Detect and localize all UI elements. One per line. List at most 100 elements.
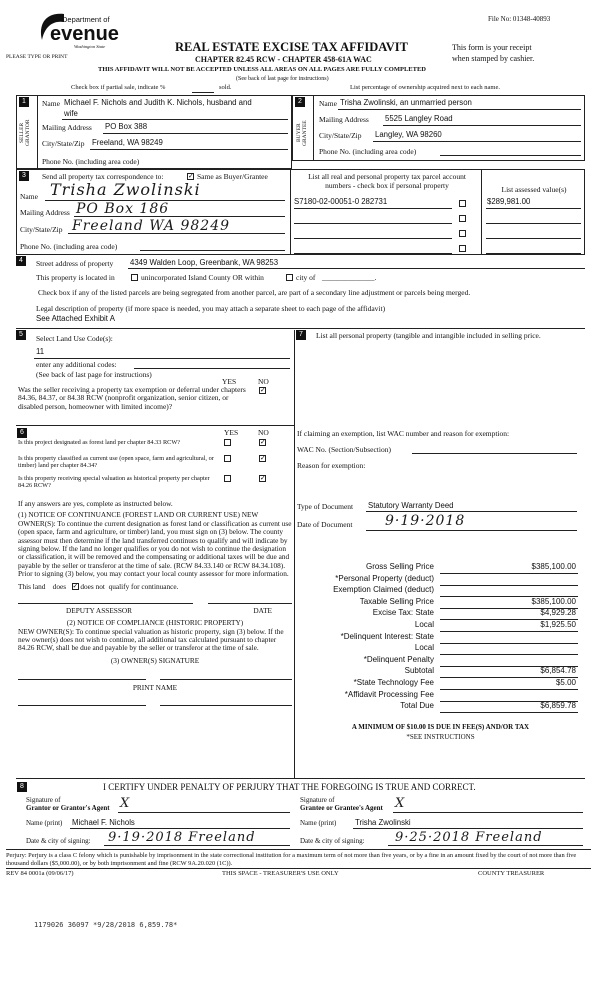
seller-mailing-field[interactable]: PO Box 388	[105, 122, 148, 131]
does-option: does	[52, 581, 67, 591]
parcel-column	[290, 169, 482, 255]
logo-dept: Department of	[62, 15, 110, 24]
minimum-note: A MINIMUM OF $10.00 IS DUE IN FEE(S) AND…	[351, 723, 530, 731]
additional-codes-field[interactable]	[134, 368, 290, 369]
assessor-sign-row	[18, 602, 292, 604]
label: City/State/Zip	[319, 131, 362, 140]
total-label: Total Due	[400, 701, 434, 711]
document-type-field[interactable]: Statutory Warranty Deed	[368, 501, 454, 510]
section-number: 3	[19, 171, 29, 181]
property-street-field[interactable]: 4349 Walden Loop, Greenbank, WA 98253	[130, 258, 279, 267]
city-field[interactable]: ______________.	[322, 273, 377, 282]
no-checkbox[interactable]: ✓	[259, 454, 266, 462]
total-value-field[interactable]: $1,925.50	[540, 620, 576, 629]
same-as-buyer-checkbox[interactable]: ✓	[187, 172, 194, 180]
underline	[366, 530, 577, 531]
seller-name-field[interactable]: Michael F. Nichols and Judith K. Nichols…	[64, 98, 252, 107]
personal-property-checkbox[interactable]	[459, 215, 466, 222]
underline	[383, 125, 581, 126]
deputy-assessor-signature[interactable]	[18, 602, 193, 604]
underline	[294, 208, 452, 209]
logo-state: Washington State	[74, 44, 106, 49]
total-label: Excise Tax: State	[372, 608, 434, 618]
assessed-header: List assessed value(s)	[501, 185, 567, 194]
assessed-value-field[interactable]: $289,981.00	[487, 197, 531, 206]
receipt-note-1: This form is your receipt	[452, 43, 532, 52]
grantor-print-name[interactable]: Michael F. Nichols	[72, 818, 135, 827]
correspondence-city-field[interactable]: Freeland WA 98249	[72, 218, 231, 234]
seller-section	[16, 95, 292, 169]
label: Date & city of signing:	[300, 837, 365, 845]
owner-signature-1[interactable]	[18, 679, 146, 681]
grantor-signature[interactable]: X	[120, 796, 131, 811]
underline	[45, 200, 285, 201]
yes-checkbox[interactable]	[224, 455, 231, 462]
legal-description-field[interactable]: See Attached Exhibit A	[36, 314, 115, 323]
correspondence-phone-field[interactable]	[140, 250, 285, 251]
divider	[16, 328, 585, 329]
grantee-signature[interactable]: X	[395, 796, 406, 811]
receipt-note-2: when stamped by cashier.	[452, 54, 535, 63]
city-checkbox[interactable]	[286, 274, 293, 281]
print-name-2[interactable]	[160, 704, 292, 706]
buyer-city-field[interactable]: Langley, WA 98260	[375, 130, 442, 139]
correspondence-mailing-field[interactable]: PO Box 186	[76, 201, 170, 217]
owner-signature-2[interactable]	[160, 679, 292, 681]
buyer-name-field[interactable]: Trisha Zwolinski, an unmarried person	[340, 98, 472, 107]
grantee-print-name[interactable]: Trisha Zwolinski	[355, 818, 411, 827]
assessor-date[interactable]	[208, 602, 292, 604]
county-treasurer: COUNTY TREASURER	[478, 870, 545, 877]
seller-city-field[interactable]: Freeland, WA 98249	[92, 138, 163, 147]
unincorporated-checkbox[interactable]	[131, 274, 138, 281]
total-value-field[interactable]: $385,100.00	[531, 562, 577, 571]
grantee-date-city[interactable]: 9·25·2018 Freeland	[395, 830, 543, 845]
correspondence-name-field[interactable]: Trisha Zwolinski	[50, 180, 201, 199]
print-name-1[interactable]	[18, 704, 146, 706]
underline	[388, 845, 583, 846]
underline	[353, 828, 583, 829]
total-value-field[interactable]: $6,859.78	[540, 701, 576, 711]
land-use-code-field[interactable]: 11	[36, 347, 45, 356]
label: This property is located in	[36, 273, 115, 282]
section-number: 5	[16, 330, 26, 340]
buyer-mailing-field[interactable]: 5525 Langley Road	[385, 114, 453, 123]
buyer-phone-field[interactable]	[440, 155, 581, 156]
grantor-date-city[interactable]: 9·19·2018 Freeland	[108, 830, 256, 845]
see-instructions: *SEE INSTRUCTIONS	[406, 733, 475, 741]
see-back: (See back of last page for instructions)	[236, 76, 329, 82]
underline	[486, 253, 581, 254]
label: Name (print)	[300, 819, 337, 827]
yes-header: YES	[224, 428, 239, 437]
total-value-field[interactable]: $6,854.78	[540, 666, 576, 676]
section-number: 8	[17, 782, 27, 792]
underline	[440, 700, 578, 702]
document-date-field[interactable]: 9·19·2018	[385, 513, 466, 529]
partial-percent-field[interactable]	[192, 92, 214, 93]
underline	[366, 511, 577, 512]
personal-property-checkbox[interactable]	[459, 245, 466, 252]
no-checkbox[interactable]: ✓	[259, 474, 266, 482]
divider	[6, 849, 591, 850]
parcel-number-field[interactable]: S7180-02-00051-0 282731	[294, 197, 388, 206]
seller-name-field-line2[interactable]: wife	[64, 109, 78, 118]
exemption-no-checkbox[interactable]: ✓	[259, 386, 266, 394]
label: DATE	[253, 605, 272, 615]
correspondence-label: Send all property tax correspondence to:	[42, 172, 164, 181]
personal-property-checkbox[interactable]	[459, 200, 466, 207]
section-number: 2	[295, 97, 305, 107]
underline	[373, 141, 581, 142]
yes-checkbox[interactable]	[224, 439, 231, 446]
section-number: 1	[19, 97, 29, 107]
does-not-checkbox[interactable]: ✓	[71, 582, 79, 591]
total-value-field[interactable]: $4,929.28	[540, 608, 576, 618]
label: qualify for continuance.	[108, 581, 179, 591]
perjury-note: Perjury: Perjury is a class C felony whi…	[6, 852, 577, 867]
yes-checkbox[interactable]	[224, 475, 231, 482]
total-value-field[interactable]: $5.00	[555, 678, 576, 687]
personal-property-checkbox[interactable]	[459, 230, 466, 237]
no-checkbox[interactable]: ✓	[259, 438, 266, 446]
no-header: NO	[258, 377, 269, 386]
wac-field[interactable]	[412, 453, 577, 454]
total-value-field[interactable]: $385,100.00	[531, 596, 577, 606]
label: Street address of property	[36, 259, 114, 268]
